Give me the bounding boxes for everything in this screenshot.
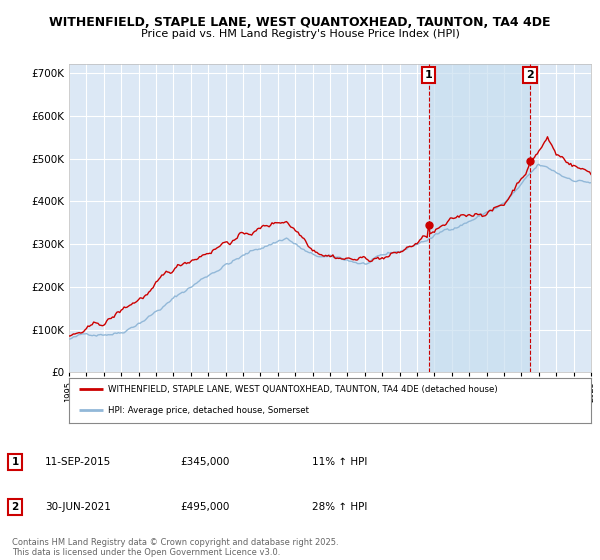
Text: WITHENFIELD, STAPLE LANE, WEST QUANTOXHEAD, TAUNTON, TA4 4DE (detached house): WITHENFIELD, STAPLE LANE, WEST QUANTOXHE… (108, 385, 498, 394)
Bar (428, 64, 530, 372)
Text: £495,000: £495,000 (180, 502, 229, 512)
Text: 2: 2 (11, 502, 19, 512)
Text: 11-SEP-2015: 11-SEP-2015 (45, 457, 111, 467)
Text: 1: 1 (11, 457, 19, 467)
Text: 1: 1 (425, 70, 433, 80)
Text: WITHENFIELD, STAPLE LANE, WEST QUANTOXHEAD, TAUNTON, TA4 4DE: WITHENFIELD, STAPLE LANE, WEST QUANTOXHE… (49, 16, 551, 29)
Text: 11% ↑ HPI: 11% ↑ HPI (312, 457, 367, 467)
Text: 30-JUN-2021: 30-JUN-2021 (45, 502, 111, 512)
Text: 28% ↑ HPI: 28% ↑ HPI (312, 502, 367, 512)
Text: 2: 2 (526, 70, 534, 80)
Text: HPI: Average price, detached house, Somerset: HPI: Average price, detached house, Some… (108, 406, 309, 415)
Text: Price paid vs. HM Land Registry's House Price Index (HPI): Price paid vs. HM Land Registry's House … (140, 29, 460, 39)
Text: Contains HM Land Registry data © Crown copyright and database right 2025.
This d: Contains HM Land Registry data © Crown c… (12, 538, 338, 557)
Text: £345,000: £345,000 (180, 457, 229, 467)
